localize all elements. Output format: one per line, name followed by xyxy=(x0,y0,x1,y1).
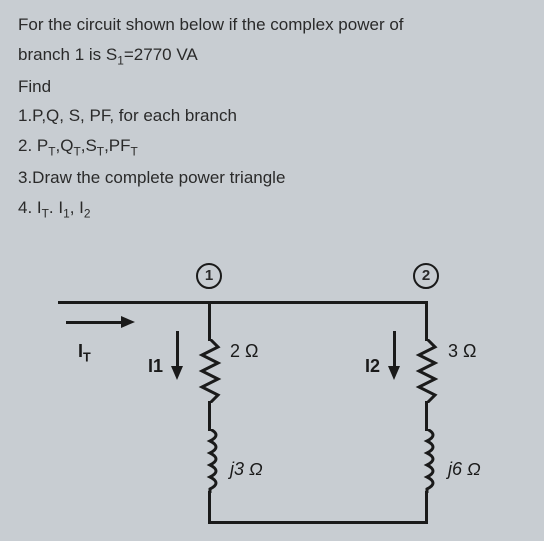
question-1: 1.P,Q, S, PF, for each branch xyxy=(18,103,526,129)
resistor-2 xyxy=(415,339,439,403)
question-2: 2. PT,QT,ST,PFT xyxy=(18,133,526,161)
wire-branch2-mid xyxy=(425,401,428,431)
r2-label: 3 Ω xyxy=(448,341,476,362)
wire-bottom xyxy=(208,521,428,524)
node-1-label: 1 xyxy=(196,263,222,289)
intro-line-1: For the circuit shown below if the compl… xyxy=(18,12,526,38)
intro-line-2: branch 1 is S1=2770 VA xyxy=(18,42,526,70)
r1-label: 2 Ω xyxy=(230,341,258,362)
i1-label: I1 xyxy=(148,356,163,377)
wire-branch1-top xyxy=(208,301,211,341)
wire-branch2-bot xyxy=(425,491,428,521)
inductor-2 xyxy=(415,429,439,493)
it-label: IT xyxy=(78,341,91,365)
x2-label: j6 Ω xyxy=(448,459,481,480)
wire-branch1-mid xyxy=(208,401,211,431)
circuit-diagram: 1 2 IT I1 I2 2 Ω j3 Ω 3 Ω j6 Ω xyxy=(18,241,518,541)
x1-label: j3 Ω xyxy=(230,459,263,480)
wire-branch2-top xyxy=(425,301,428,341)
wire-branch1-bot xyxy=(208,491,211,521)
problem-statement: For the circuit shown below if the compl… xyxy=(18,12,526,223)
question-4: 4. IT. I1, I2 xyxy=(18,195,526,223)
wire-top xyxy=(58,301,428,304)
question-3: 3.Draw the complete power triangle xyxy=(18,165,526,191)
find-label: Find xyxy=(18,74,526,100)
i2-label: I2 xyxy=(365,356,380,377)
resistor-1 xyxy=(198,339,222,403)
inductor-1 xyxy=(198,429,222,493)
node-2-label: 2 xyxy=(413,263,439,289)
